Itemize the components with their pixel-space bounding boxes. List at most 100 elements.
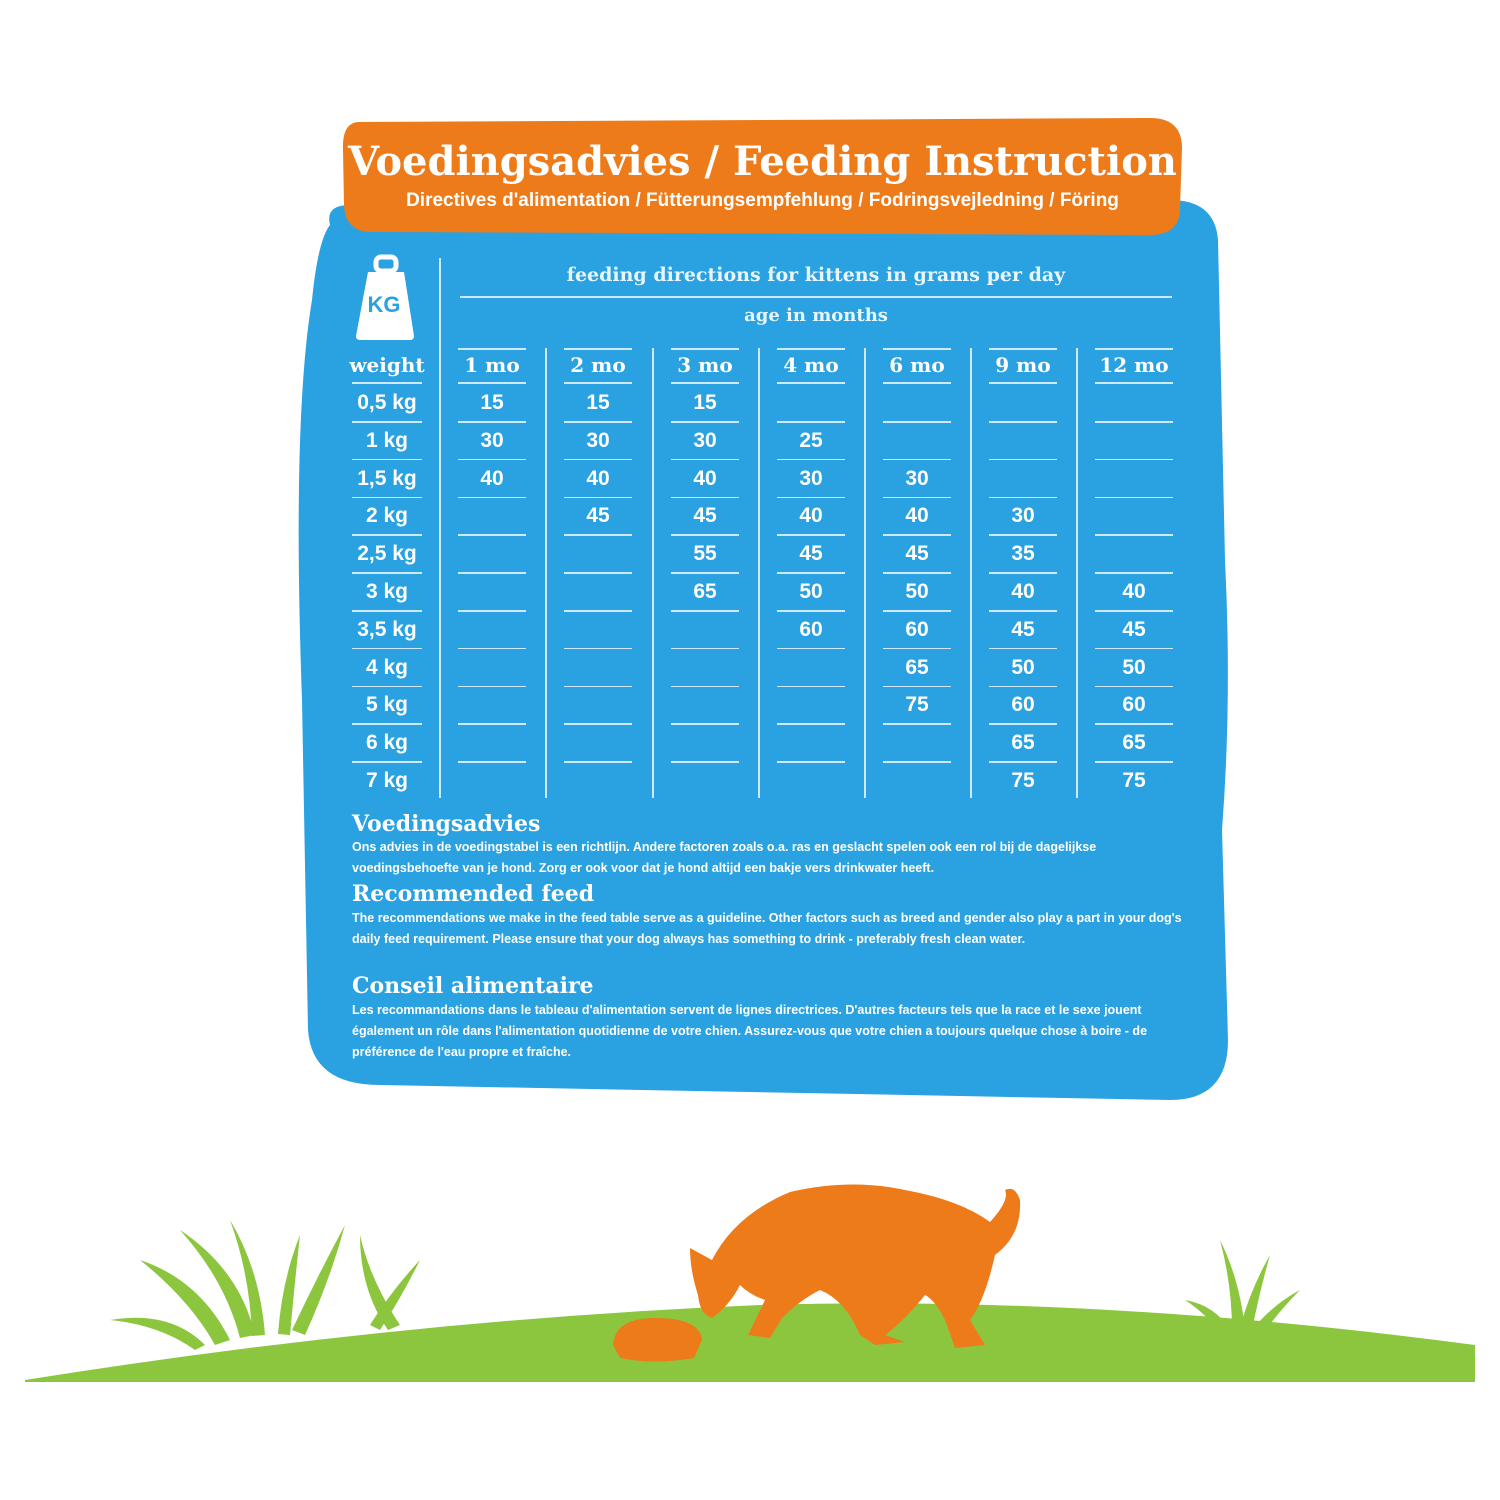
age-column-header: 1 mo [464, 353, 520, 377]
weight-column-divider [439, 258, 441, 798]
feeding-amount-cell: 45 [1122, 617, 1146, 641]
feeding-amount-cell: 30 [480, 428, 504, 452]
age-column-header: 2 mo [570, 353, 626, 377]
row-divider [564, 421, 632, 423]
row-divider [352, 496, 422, 499]
food-bowl [613, 1318, 702, 1362]
feeding-amount-cell: 45 [693, 504, 717, 528]
row-divider [989, 761, 1057, 763]
age-column-header: 4 mo [783, 353, 839, 377]
column-divider [1076, 348, 1078, 798]
blue-panel [298, 200, 1229, 1100]
row-divider [671, 382, 739, 384]
row-divider [671, 496, 739, 499]
row-divider [989, 496, 1057, 499]
feeding-amount-cell: 60 [905, 617, 929, 641]
feeding-amount-cell: 75 [905, 693, 929, 717]
page-subtitle: Directives d'alimentation / Fütterungsem… [406, 190, 1119, 211]
weight-cell: 1,5 kg [357, 466, 417, 490]
row-divider [458, 382, 526, 384]
row-divider [777, 382, 845, 384]
row-divider [352, 761, 422, 763]
row-divider [352, 610, 422, 612]
row-divider [458, 761, 526, 763]
feeding-amount-cell: 30 [799, 466, 823, 490]
section-heading-french: Conseil alimentaire [352, 973, 594, 999]
row-divider [564, 723, 632, 725]
row-divider [564, 348, 632, 350]
feeding-amount-cell: 45 [905, 542, 929, 566]
section-heading-dutch: Voedingsadvies [352, 811, 541, 837]
row-divider [458, 348, 526, 350]
scale-icon-label: KG [367, 292, 401, 317]
row-divider [989, 458, 1057, 461]
row-divider [1095, 348, 1173, 350]
feeding-amount-cell: 65 [693, 580, 717, 603]
scale-icon [356, 254, 414, 340]
weight-cell: 5 kg [365, 693, 409, 717]
row-divider [777, 723, 845, 725]
row-divider [777, 647, 845, 650]
section-body-english: The recommendations we make in the feed … [352, 911, 1182, 946]
feeding-amount-cell: 65 [1122, 731, 1146, 755]
row-divider [564, 610, 632, 612]
row-divider [352, 572, 422, 574]
feeding-amount-cell: 40 [480, 466, 504, 490]
feeding-amount-cell: 65 [1011, 731, 1035, 755]
row-divider [777, 761, 845, 763]
weight-cell: 1 kg [365, 428, 409, 452]
feeding-amount-cell: 15 [480, 391, 504, 414]
row-divider [458, 647, 526, 650]
feeding-amount-cell: 40 [693, 466, 717, 490]
row-divider [564, 382, 632, 384]
row-divider [883, 723, 951, 725]
feeding-amount-cell: 45 [1011, 617, 1035, 641]
row-divider [458, 458, 526, 461]
feeding-amount-cell: 50 [1011, 655, 1035, 679]
row-divider [458, 496, 526, 499]
row-divider [458, 685, 526, 688]
row-divider [1095, 572, 1173, 574]
page-title: Voedingsadvies / Feeding Instruction [348, 138, 1177, 185]
row-divider [989, 647, 1057, 650]
section-body-dutch: Ons advies in de voedingstabel is een ri… [352, 840, 1097, 875]
weight-cell: 3 kg [365, 580, 409, 603]
column-divider [652, 348, 654, 798]
feeding-amount-cell: 75 [1122, 769, 1146, 792]
row-divider [671, 610, 739, 612]
row-divider [1095, 723, 1173, 725]
row-divider [458, 534, 526, 536]
feeding-amount-cell: 60 [799, 617, 823, 641]
row-divider [671, 647, 739, 650]
table-title: feeding directions for kittens in grams … [566, 264, 1066, 286]
row-divider [883, 647, 951, 650]
feeding-amount-cell: 50 [799, 580, 823, 603]
grass-tufts-left [110, 1220, 420, 1350]
title-divider [460, 296, 1172, 298]
feeding-amount-cell: 25 [799, 428, 823, 452]
row-divider [777, 421, 845, 423]
row-divider [671, 458, 739, 461]
row-divider [1095, 421, 1173, 423]
feeding-amount-cell: 30 [586, 428, 610, 452]
row-divider [777, 572, 845, 574]
row-divider [989, 685, 1057, 688]
row-divider [1095, 458, 1173, 461]
row-divider [564, 572, 632, 574]
feeding-amount-cell: 15 [586, 391, 610, 414]
row-divider [989, 348, 1057, 350]
row-divider [883, 761, 951, 763]
column-divider [864, 348, 866, 798]
row-divider [1095, 382, 1173, 384]
row-divider [671, 685, 739, 688]
feeding-amount-cell: 75 [1011, 769, 1035, 792]
row-divider [564, 647, 632, 650]
row-divider [883, 685, 951, 688]
row-divider [989, 382, 1057, 384]
weight-cell: 2 kg [365, 504, 409, 528]
feeding-amount-cell: 45 [586, 504, 610, 528]
row-divider [564, 534, 632, 536]
age-column-header: 3 mo [677, 353, 733, 377]
weight-cell: 4 kg [365, 655, 409, 679]
